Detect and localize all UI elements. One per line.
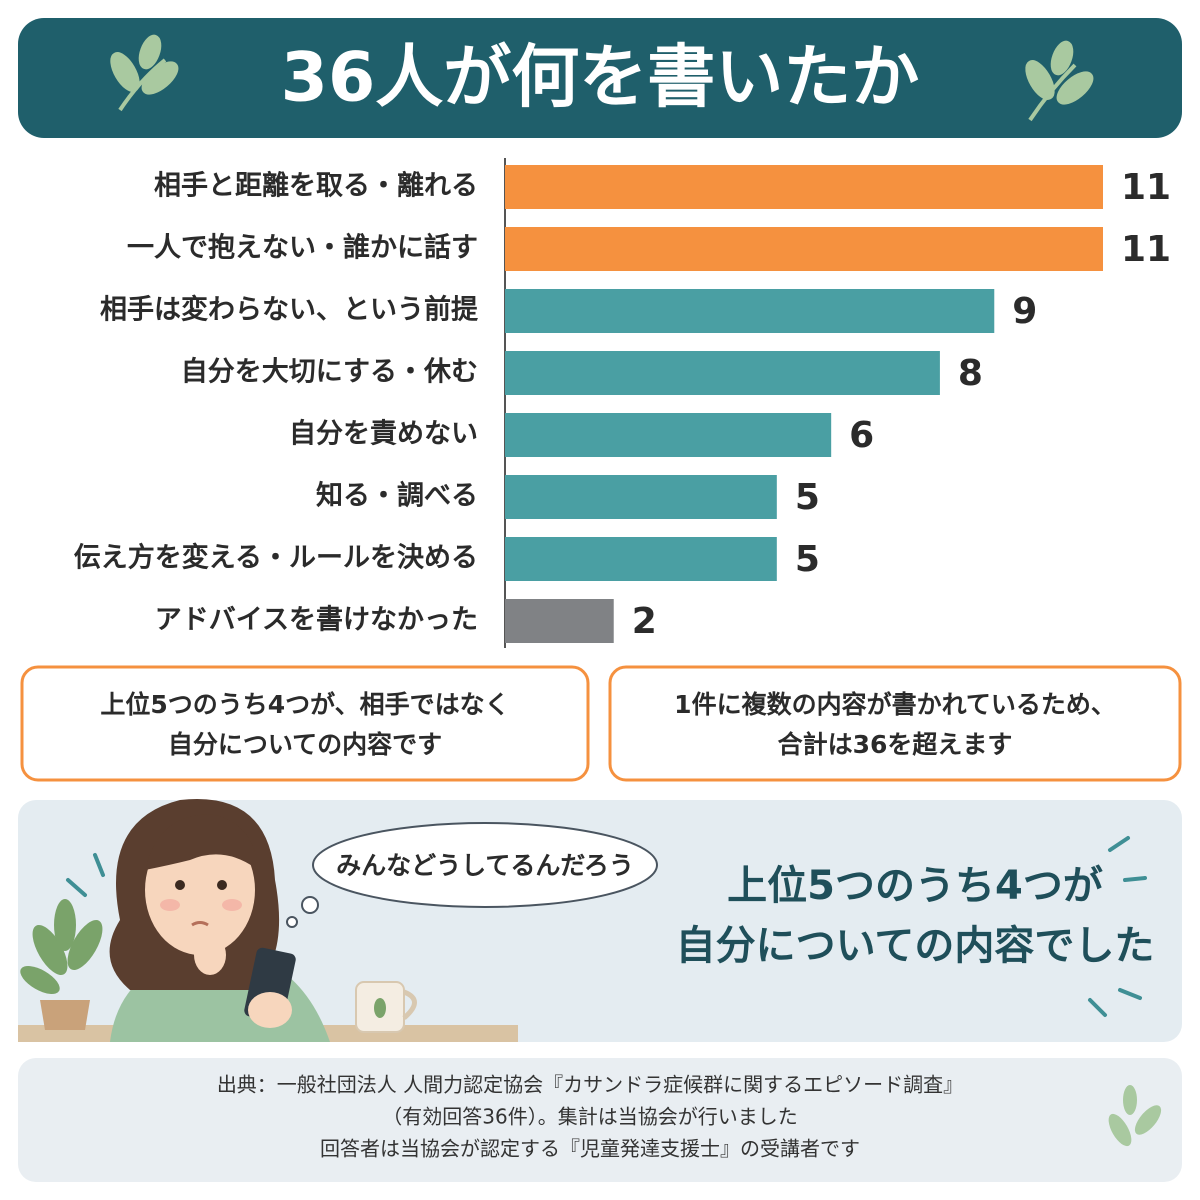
value-label: 5	[795, 477, 820, 518]
bubble-text: みんなどうしてるんだろう	[336, 851, 634, 880]
leaf-decoration	[1108, 1085, 1162, 1147]
speech-bubble	[312, 822, 658, 908]
bar	[505, 289, 995, 333]
note-box	[608, 665, 1182, 782]
value-label: 2	[632, 601, 657, 642]
category-label: 伝え方を変える・ルールを決める	[74, 542, 478, 574]
category-label: 相手と距離を取る・離れる	[154, 170, 478, 202]
value-label: 6	[849, 415, 874, 456]
bar	[505, 351, 940, 395]
category-label: 知る・調べる	[316, 480, 478, 512]
source-text: 出典：一般社団法人 人間力認定協会『カサンドラ症候群に関するエピソード調査』	[217, 1073, 963, 1097]
value-label: 11	[1121, 229, 1171, 270]
value-label: 8	[958, 353, 983, 394]
bar-chart: 相手と距離を取る・離れる 11 一人で抱えない・誰かに話す 11 相手は変わらない、とい…	[74, 158, 1171, 648]
woman-illustration	[18, 799, 1147, 1042]
note-box	[20, 665, 590, 782]
bar	[505, 475, 777, 519]
note-text: 合計は36を超えます	[778, 730, 1013, 759]
note-text: 1件に複数の内容が書かれているため、	[674, 690, 1116, 719]
bar	[505, 599, 614, 643]
source-panel	[18, 1058, 1182, 1182]
bar	[505, 537, 777, 581]
note-text: 上位5つのうち4つが、相手ではなく	[100, 690, 509, 719]
illustration-panel	[18, 800, 1182, 1042]
category-label: 自分を責めない	[289, 418, 478, 450]
value-label: 5	[795, 539, 820, 580]
value-label: 11	[1121, 167, 1171, 208]
category-label: アドバイスを書けなかった	[155, 605, 478, 636]
speech-bubble	[301, 896, 319, 914]
chart-title: 36人が何を書いたか	[281, 39, 920, 118]
category-label: 一人で抱えない・誰かに話す	[127, 232, 478, 264]
category-label: 自分を大切にする・休む	[181, 356, 478, 388]
category-label: 相手は変わらない、という前提	[100, 294, 479, 326]
bar	[505, 227, 1103, 271]
speech-bubble	[286, 916, 298, 928]
source-text: 回答者は当協会が認定する『児童発達支援士』の受講者です	[320, 1137, 860, 1161]
header-banner	[18, 18, 1182, 138]
value-label: 9	[1012, 291, 1037, 332]
bar	[505, 413, 832, 457]
leaf-decoration	[110, 34, 1094, 122]
message-text: 上位5つのうち4つが	[727, 863, 1103, 909]
note-text: 自分についての内容です	[168, 730, 442, 759]
bar	[505, 165, 1103, 209]
source-text: （有効回答36件）。集計は当協会が行いました	[382, 1105, 797, 1129]
message-text: 自分についての内容でした	[676, 923, 1155, 969]
